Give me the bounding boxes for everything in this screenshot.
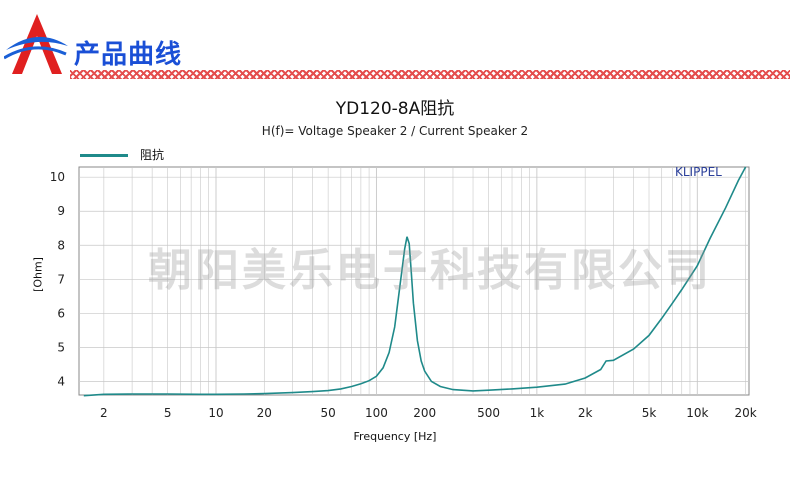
x-tick-label: 50 bbox=[320, 406, 335, 420]
x-tick-label: 1k bbox=[530, 406, 545, 420]
x-tick-label: 100 bbox=[365, 406, 388, 420]
tick-layer: 2 5 10 20 50 100 200 500 1k 2k 5k 10k 20k 4 5 6 7 8 9 10 bbox=[50, 170, 757, 420]
chart-title: YD120-8A阻抗 bbox=[335, 99, 455, 119]
y-tick-label: 7 bbox=[57, 272, 65, 286]
x-tick-label: 200 bbox=[413, 406, 436, 420]
company-logo-icon bbox=[4, 14, 68, 74]
x-tick-label: 10 bbox=[208, 406, 223, 420]
decorative-band bbox=[70, 70, 790, 79]
legend-label: 阻抗 bbox=[140, 148, 165, 162]
legend-swatch bbox=[80, 154, 128, 157]
klippel-label: KLIPPEL bbox=[675, 165, 722, 179]
chart-subtitle: H(f)= Voltage Speaker 2 / Current Speake… bbox=[261, 124, 529, 138]
y-tick-label: 10 bbox=[50, 170, 65, 184]
y-axis-label: [Ohm] bbox=[31, 257, 45, 292]
x-tick-label: 2k bbox=[578, 406, 593, 420]
watermark: 朝阳美乐电子科技有限公司 bbox=[148, 245, 712, 296]
impedance-curve bbox=[83, 166, 747, 397]
grid-layer bbox=[79, 167, 749, 395]
y-tick-label: 5 bbox=[57, 340, 65, 354]
y-tick-label: 6 bbox=[57, 306, 65, 320]
x-tick-label: 5 bbox=[164, 406, 172, 420]
x-axis-label: Frequency [Hz] bbox=[353, 430, 437, 443]
x-tick-label: 500 bbox=[477, 406, 500, 420]
x-tick-label: 10k bbox=[686, 406, 708, 420]
header-band: 产品曲线 bbox=[0, 0, 790, 90]
y-tick-label: 8 bbox=[57, 238, 65, 252]
y-tick-label: 9 bbox=[57, 204, 65, 218]
x-tick-label: 5k bbox=[642, 406, 657, 420]
x-tick-label: 2 bbox=[100, 406, 108, 420]
plot-area bbox=[78, 166, 750, 396]
y-tick-label: 4 bbox=[57, 374, 65, 388]
header-title: 产品曲线 bbox=[74, 40, 183, 70]
x-tick-label: 20 bbox=[257, 406, 272, 420]
x-tick-label: 20k bbox=[734, 406, 756, 420]
